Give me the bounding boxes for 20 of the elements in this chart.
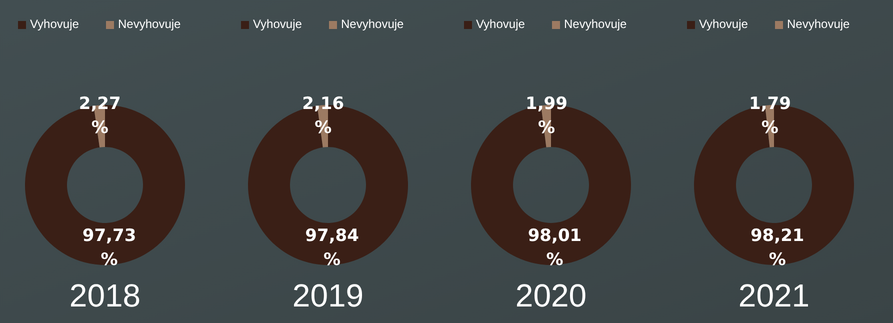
legend-label: Vyhovuje [476, 17, 526, 32]
legend-label: Nevyhovuje [118, 17, 182, 32]
text: 2018 [69, 277, 141, 314]
legend-label: Nevyhovuje [564, 17, 628, 32]
legend-label: Nevyhovuje [787, 17, 850, 32]
legend-label: Vyhovuje [253, 17, 302, 32]
legend-label: Nevyhovuje [341, 17, 404, 32]
data-label: 98,01 % [528, 226, 582, 270]
data-label: 2,16 % [302, 94, 344, 138]
text: 2021 [738, 277, 810, 314]
data-label: 97,73 % [82, 225, 136, 270]
data-label: 1,79 % [748, 94, 791, 138]
text: 2020 [515, 277, 587, 314]
legend-label: Vyhovuje [30, 17, 80, 32]
data-label: 1,99 % [526, 94, 568, 138]
data-label: 2,27 % [78, 94, 121, 138]
data-label: 98,21 % [750, 226, 804, 270]
data-label: 97,84 % [305, 226, 360, 270]
legend-label: Vyhovuje [699, 17, 748, 32]
text: 2019 [292, 277, 364, 314]
